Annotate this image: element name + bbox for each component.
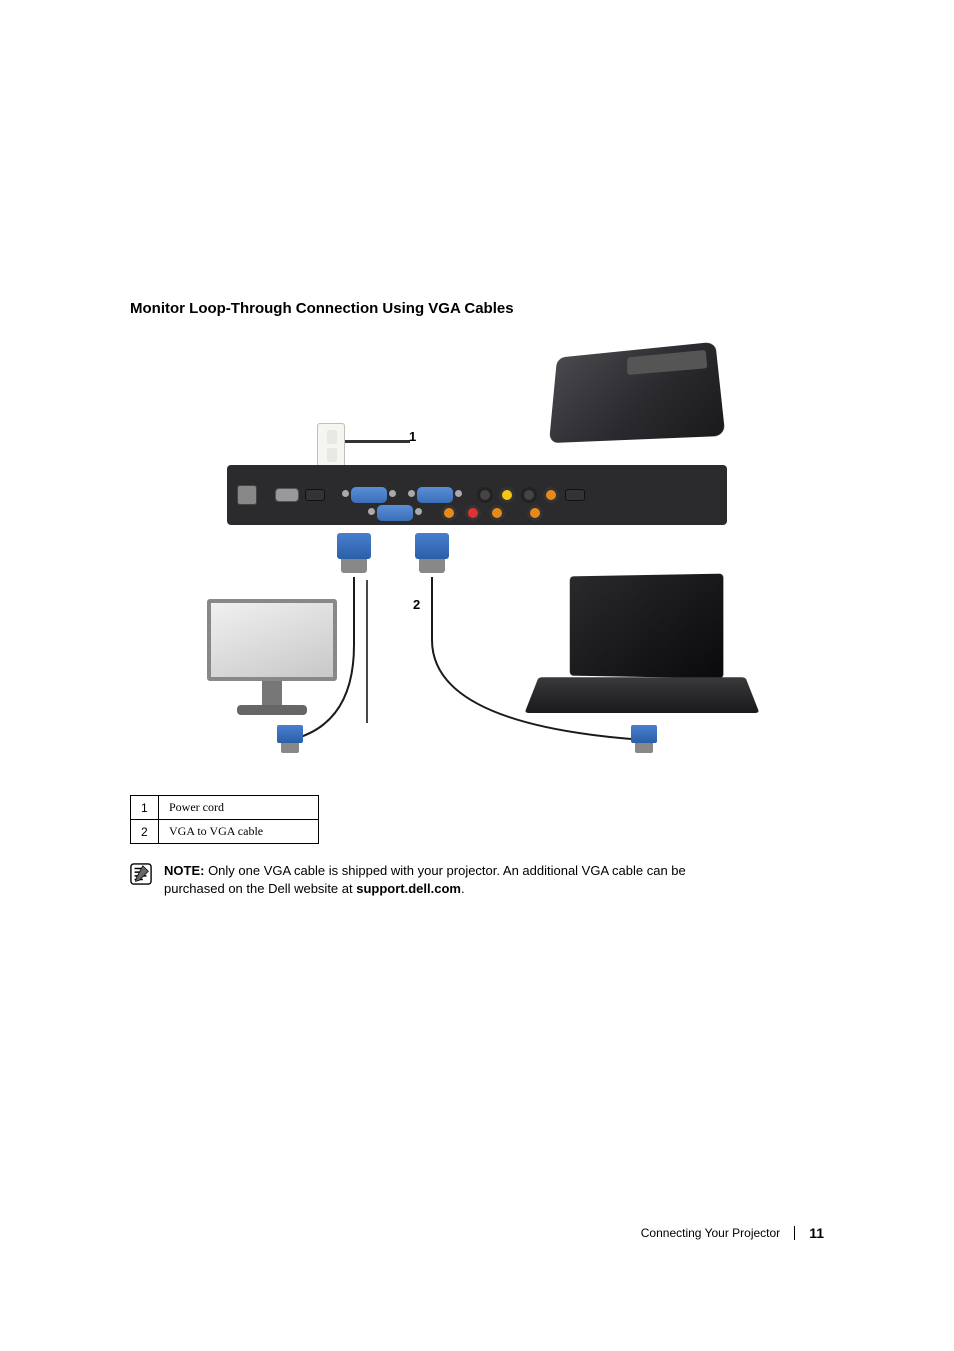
- vga-plug-left: [337, 533, 371, 577]
- vga-plug-right: [415, 533, 449, 577]
- note-site: support.dell.com: [356, 881, 461, 896]
- table-row: 1 Power cord: [131, 796, 319, 820]
- note-body-after: .: [461, 881, 465, 896]
- legend-label: Power cord: [159, 796, 319, 820]
- audio-in-l-port-icon: [489, 505, 505, 521]
- mic-port-icon: [441, 505, 457, 521]
- callout-2-right: 2: [413, 597, 420, 612]
- vga-plug-monitor-end: [277, 725, 303, 755]
- monitor-illustration: [207, 599, 337, 715]
- note-block: NOTE: Only one VGA cable is shipped with…: [130, 862, 690, 898]
- page-content: Monitor Loop-Through Connection Using VG…: [0, 0, 954, 898]
- page-footer: Connecting Your Projector 11: [641, 1225, 824, 1241]
- legend-num: 1: [131, 796, 159, 820]
- footer-page-number: 11: [809, 1225, 824, 1241]
- callout-1: 1: [409, 429, 416, 444]
- connection-diagram: 1 2 2: [197, 345, 757, 765]
- power-cable-line: [345, 440, 410, 443]
- note-lead: NOTE:: [164, 863, 204, 878]
- note-icon: [130, 863, 152, 885]
- footer-section-title: Connecting Your Projector: [641, 1226, 780, 1240]
- footer-separator: [794, 1226, 795, 1240]
- hdmi-port-icon: [305, 489, 325, 501]
- note-text: NOTE: Only one VGA cable is shipped with…: [164, 862, 690, 898]
- wall-outlet-illustration: [317, 423, 345, 467]
- projector-illustration: [549, 342, 725, 443]
- vga-in-b-port-icon: [377, 505, 413, 521]
- legend-label: VGA to VGA cable: [159, 820, 319, 844]
- usb-port-icon: [275, 488, 299, 502]
- legend-table: 1 Power cord 2 VGA to VGA cable: [130, 795, 319, 844]
- legend-num: 2: [131, 820, 159, 844]
- connector-panel-row2: [377, 500, 577, 525]
- laptop-illustration: [532, 575, 752, 725]
- audio-in-r-port-icon: [465, 505, 481, 521]
- table-row: 2 VGA to VGA cable: [131, 820, 319, 844]
- audio-out-port-icon: [527, 505, 543, 521]
- vga-plug-laptop-end: [631, 725, 657, 755]
- ethernet-port-icon: [237, 485, 257, 505]
- section-heading: Monitor Loop-Through Connection Using VG…: [130, 300, 824, 317]
